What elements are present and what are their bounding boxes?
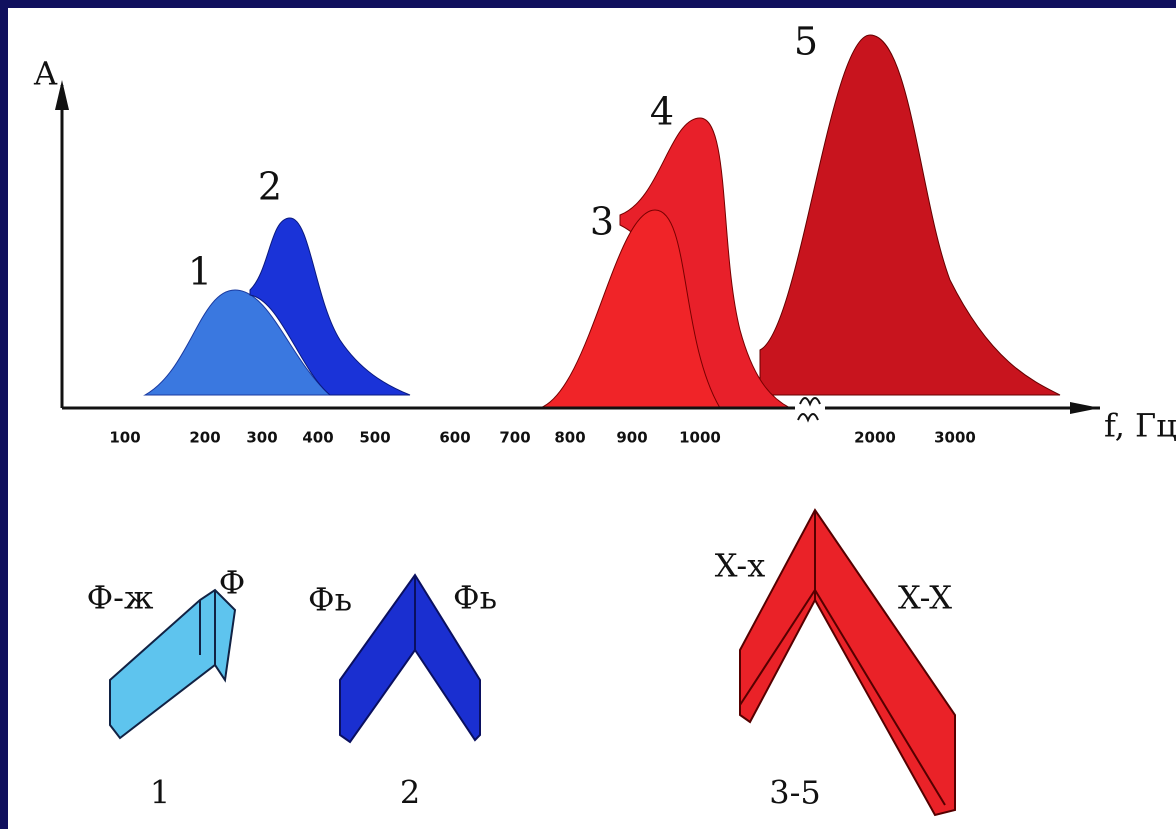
peak-label: 5 bbox=[794, 20, 818, 64]
structure-label: X-x bbox=[715, 547, 766, 585]
x-axis-label: f, Гц bbox=[1104, 407, 1176, 445]
x-tick-label: 300 bbox=[246, 429, 277, 447]
x-tick-label: 600 bbox=[439, 429, 470, 447]
x-tick-label: 1000 bbox=[679, 429, 721, 447]
structure-label: X-X bbox=[898, 579, 952, 617]
x-tick-label: 3000 bbox=[934, 429, 976, 447]
x-tick-label: 900 bbox=[616, 429, 647, 447]
x-tick-label: 100 bbox=[109, 429, 140, 447]
structure-caption: 1 bbox=[150, 774, 170, 812]
x-tick-label: 700 bbox=[499, 429, 530, 447]
panel bbox=[8, 8, 1176, 829]
diagram: A f, Гц 100 200 300 400 500 600 700 800 900 1000 2… bbox=[0, 0, 1176, 829]
x-tick-label: 2000 bbox=[854, 429, 896, 447]
peak-label: 3 bbox=[590, 200, 614, 244]
peak-label: 2 bbox=[258, 165, 282, 209]
x-tick-label: 400 bbox=[302, 429, 333, 447]
x-tick-label: 500 bbox=[359, 429, 390, 447]
structure-caption: 2 bbox=[400, 774, 420, 812]
x-tick-label: 200 bbox=[189, 429, 220, 447]
structure-caption: 3-5 bbox=[769, 774, 821, 812]
peak-label: 4 bbox=[650, 90, 674, 134]
peak-label: 1 bbox=[188, 250, 212, 294]
structure-label: Ф bbox=[219, 564, 246, 602]
y-axis-label: A bbox=[33, 55, 58, 93]
structure-label: Фь bbox=[308, 581, 352, 619]
x-tick-label: 800 bbox=[554, 429, 585, 447]
structure-label: Ф-ж bbox=[87, 579, 154, 617]
structure-label: Фь bbox=[453, 579, 497, 617]
